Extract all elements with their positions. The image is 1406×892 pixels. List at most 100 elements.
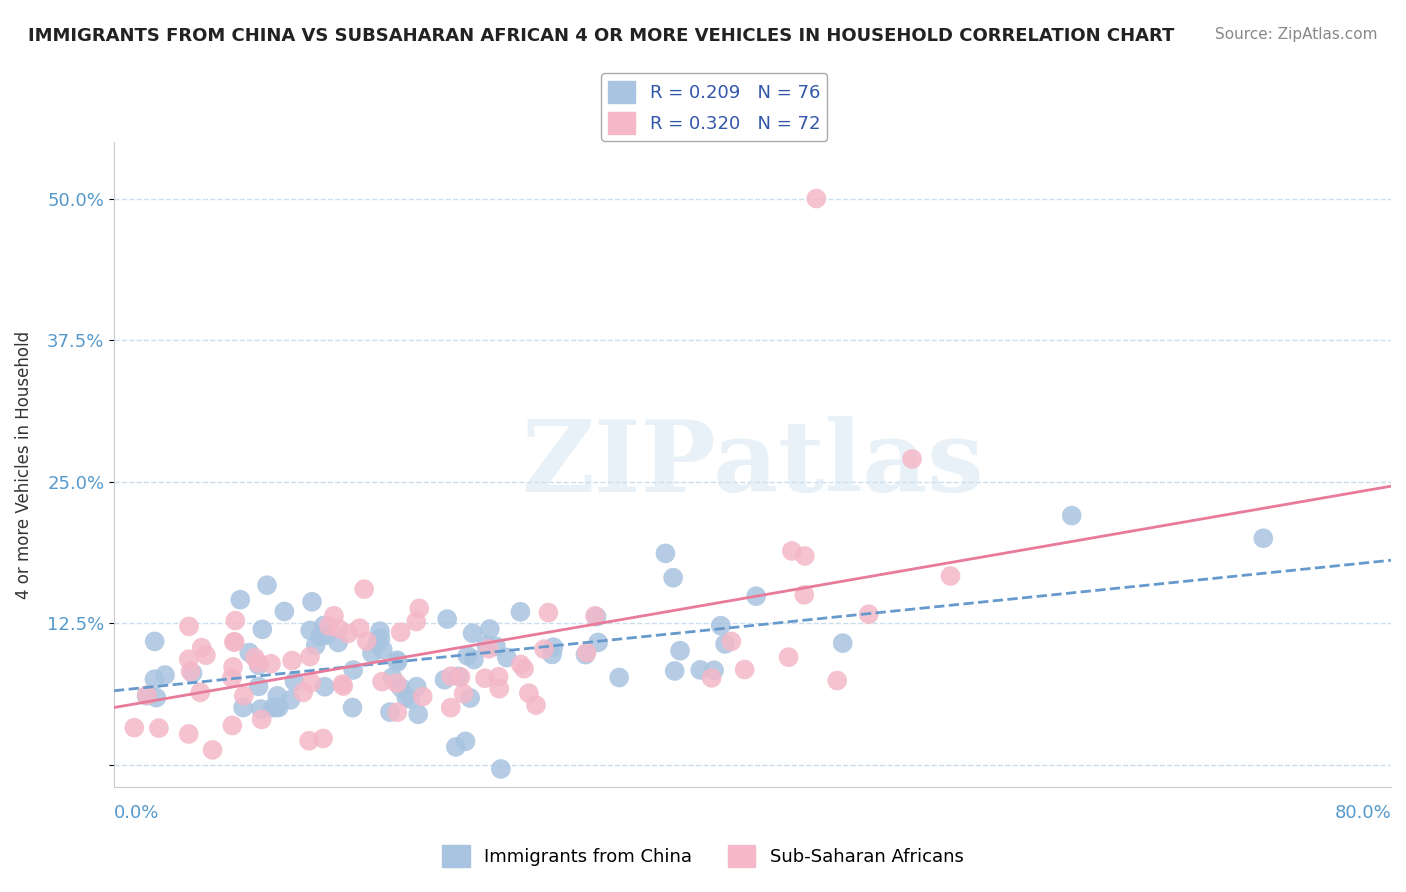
Point bbox=[314, 680, 336, 694]
Point bbox=[368, 624, 391, 639]
Point bbox=[181, 666, 204, 681]
Point bbox=[583, 608, 606, 623]
Point bbox=[177, 652, 200, 666]
Text: ZIPatlas: ZIPatlas bbox=[522, 417, 984, 513]
Legend: R = 0.209   N = 76, R = 0.320   N = 72: R = 0.209 N = 76, R = 0.320 N = 72 bbox=[600, 73, 827, 141]
Point bbox=[662, 571, 685, 585]
Point bbox=[267, 700, 290, 714]
Point bbox=[250, 713, 273, 727]
Point bbox=[533, 642, 555, 657]
Point bbox=[283, 674, 305, 689]
Point bbox=[366, 636, 388, 650]
Point bbox=[485, 640, 508, 654]
Point bbox=[342, 700, 364, 714]
Point bbox=[337, 626, 360, 640]
Point bbox=[664, 664, 686, 678]
Point bbox=[143, 672, 166, 686]
Point bbox=[353, 582, 375, 596]
Point bbox=[177, 619, 200, 633]
Point bbox=[488, 670, 510, 684]
Point bbox=[453, 687, 475, 701]
Point bbox=[262, 700, 284, 714]
Point bbox=[323, 608, 346, 623]
Point bbox=[806, 192, 828, 206]
Point bbox=[450, 670, 472, 684]
Point bbox=[232, 689, 254, 703]
Point bbox=[901, 452, 924, 467]
Point bbox=[190, 640, 212, 655]
Point bbox=[700, 671, 723, 685]
Text: 0.0%: 0.0% bbox=[114, 805, 159, 822]
Point bbox=[260, 657, 283, 671]
Point bbox=[517, 686, 540, 700]
Point bbox=[371, 642, 394, 657]
Point bbox=[440, 700, 463, 714]
Point bbox=[318, 619, 340, 633]
Legend: Immigrants from China, Sub-Saharan Africans: Immigrants from China, Sub-Saharan Afric… bbox=[436, 838, 970, 874]
Point bbox=[458, 691, 481, 706]
Point bbox=[524, 698, 547, 712]
Point bbox=[328, 635, 350, 649]
Point bbox=[689, 663, 711, 677]
Point bbox=[478, 622, 501, 636]
Point bbox=[221, 671, 243, 685]
Point bbox=[440, 669, 463, 683]
Point bbox=[281, 654, 304, 668]
Point bbox=[395, 690, 418, 705]
Point bbox=[221, 718, 243, 732]
Point bbox=[332, 679, 354, 693]
Point bbox=[201, 743, 224, 757]
Point bbox=[478, 641, 501, 656]
Point bbox=[454, 734, 477, 748]
Point bbox=[405, 615, 427, 629]
Point bbox=[574, 648, 596, 662]
Point bbox=[143, 634, 166, 648]
Point bbox=[793, 549, 815, 563]
Point bbox=[793, 588, 815, 602]
Text: Source: ZipAtlas.com: Source: ZipAtlas.com bbox=[1215, 27, 1378, 42]
Point bbox=[405, 680, 427, 694]
Y-axis label: 4 or more Vehicles in Household: 4 or more Vehicles in Household bbox=[15, 331, 32, 599]
Point bbox=[224, 614, 246, 628]
Point bbox=[247, 680, 270, 694]
Point bbox=[412, 690, 434, 704]
Point bbox=[585, 609, 607, 624]
Point bbox=[385, 653, 408, 667]
Point bbox=[669, 643, 692, 657]
Point bbox=[703, 663, 725, 677]
Point bbox=[654, 546, 676, 560]
Point bbox=[537, 606, 560, 620]
Point bbox=[349, 621, 371, 635]
Point bbox=[247, 656, 270, 670]
Point bbox=[378, 705, 401, 719]
Point bbox=[474, 671, 496, 685]
Point bbox=[309, 629, 332, 643]
Text: 80.0%: 80.0% bbox=[1334, 805, 1391, 822]
Point bbox=[153, 668, 176, 682]
Point bbox=[145, 690, 167, 705]
Point bbox=[249, 702, 271, 716]
Point bbox=[356, 634, 378, 648]
Point bbox=[463, 652, 485, 666]
Point bbox=[586, 635, 609, 649]
Point bbox=[264, 700, 287, 714]
Point bbox=[389, 625, 412, 640]
Point bbox=[509, 605, 531, 619]
Point bbox=[543, 640, 565, 654]
Point bbox=[780, 544, 803, 558]
Point bbox=[447, 669, 470, 683]
Point bbox=[222, 635, 245, 649]
Point bbox=[381, 670, 404, 684]
Point bbox=[256, 578, 278, 592]
Point bbox=[222, 660, 245, 674]
Point bbox=[475, 638, 498, 652]
Point bbox=[734, 663, 756, 677]
Point bbox=[371, 674, 394, 689]
Point bbox=[436, 612, 458, 626]
Point bbox=[342, 663, 364, 677]
Point bbox=[177, 727, 200, 741]
Point bbox=[509, 657, 531, 672]
Point bbox=[461, 626, 484, 640]
Point bbox=[456, 648, 478, 663]
Point bbox=[406, 707, 429, 722]
